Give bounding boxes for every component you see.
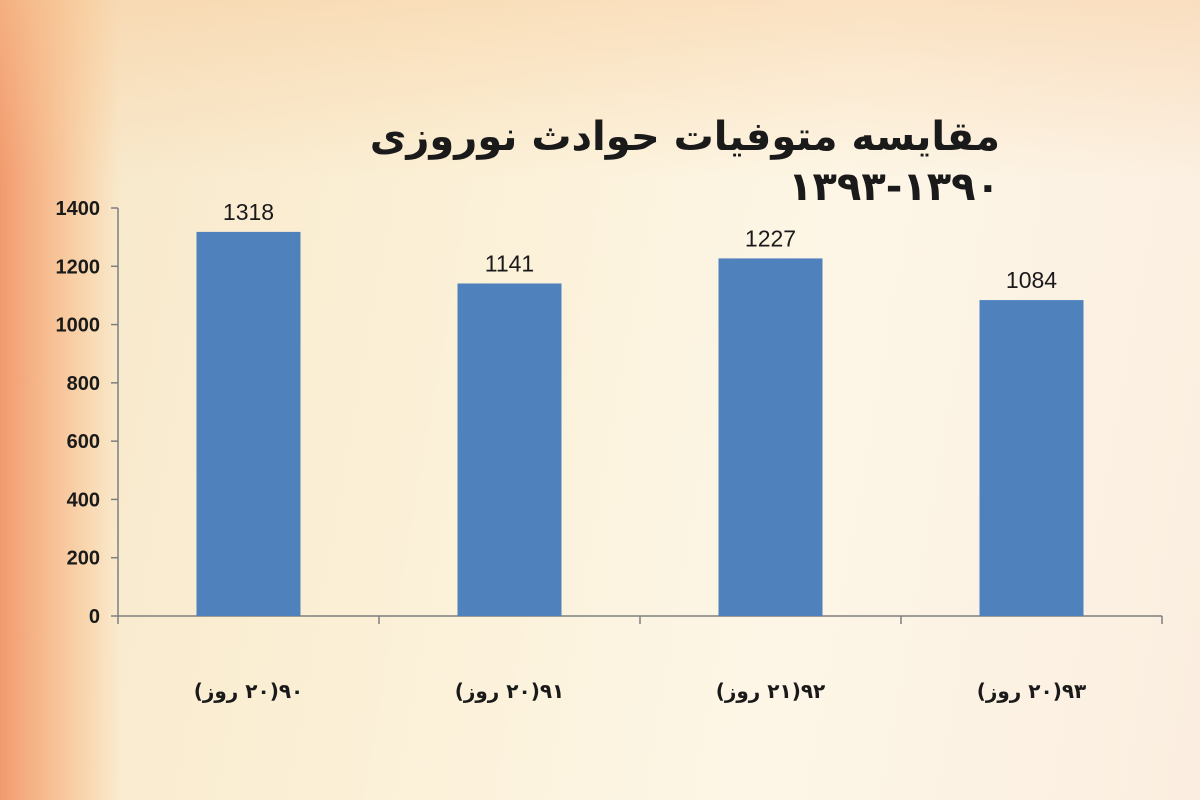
data-label: 1227 <box>745 225 796 251</box>
bar <box>196 231 301 616</box>
y-tick-label: 1200 <box>56 256 101 278</box>
y-tick-label: 0 <box>89 606 100 628</box>
category-label: ۹۱(۲۰ روز) <box>455 679 565 703</box>
y-tick-label: 600 <box>67 431 100 453</box>
data-label: 1318 <box>223 199 274 225</box>
bar <box>718 258 823 616</box>
y-tick-label: 200 <box>67 548 100 570</box>
chart-title: مقایسه متوفیات حوادث نوروزی ۱۳۹۰-۱۳۹۳ <box>369 114 1000 210</box>
bar <box>457 283 562 616</box>
category-label: ۹۲(۲۱ روز) <box>716 679 826 703</box>
y-tick-label: 400 <box>67 489 100 511</box>
decorative-background-glow <box>0 0 1200 180</box>
category-label: ۹۳(۲۰ روز) <box>977 679 1087 703</box>
decorative-background-strip <box>0 0 120 800</box>
y-tick-label: 1400 <box>56 198 101 220</box>
y-tick-label: 800 <box>67 373 100 395</box>
bar <box>979 300 1084 616</box>
data-label: 1141 <box>485 250 534 276</box>
data-label: 1084 <box>1006 267 1057 293</box>
y-tick-label: 1000 <box>56 315 101 337</box>
category-label: ۹۰(۲۰ روز) <box>194 679 304 703</box>
